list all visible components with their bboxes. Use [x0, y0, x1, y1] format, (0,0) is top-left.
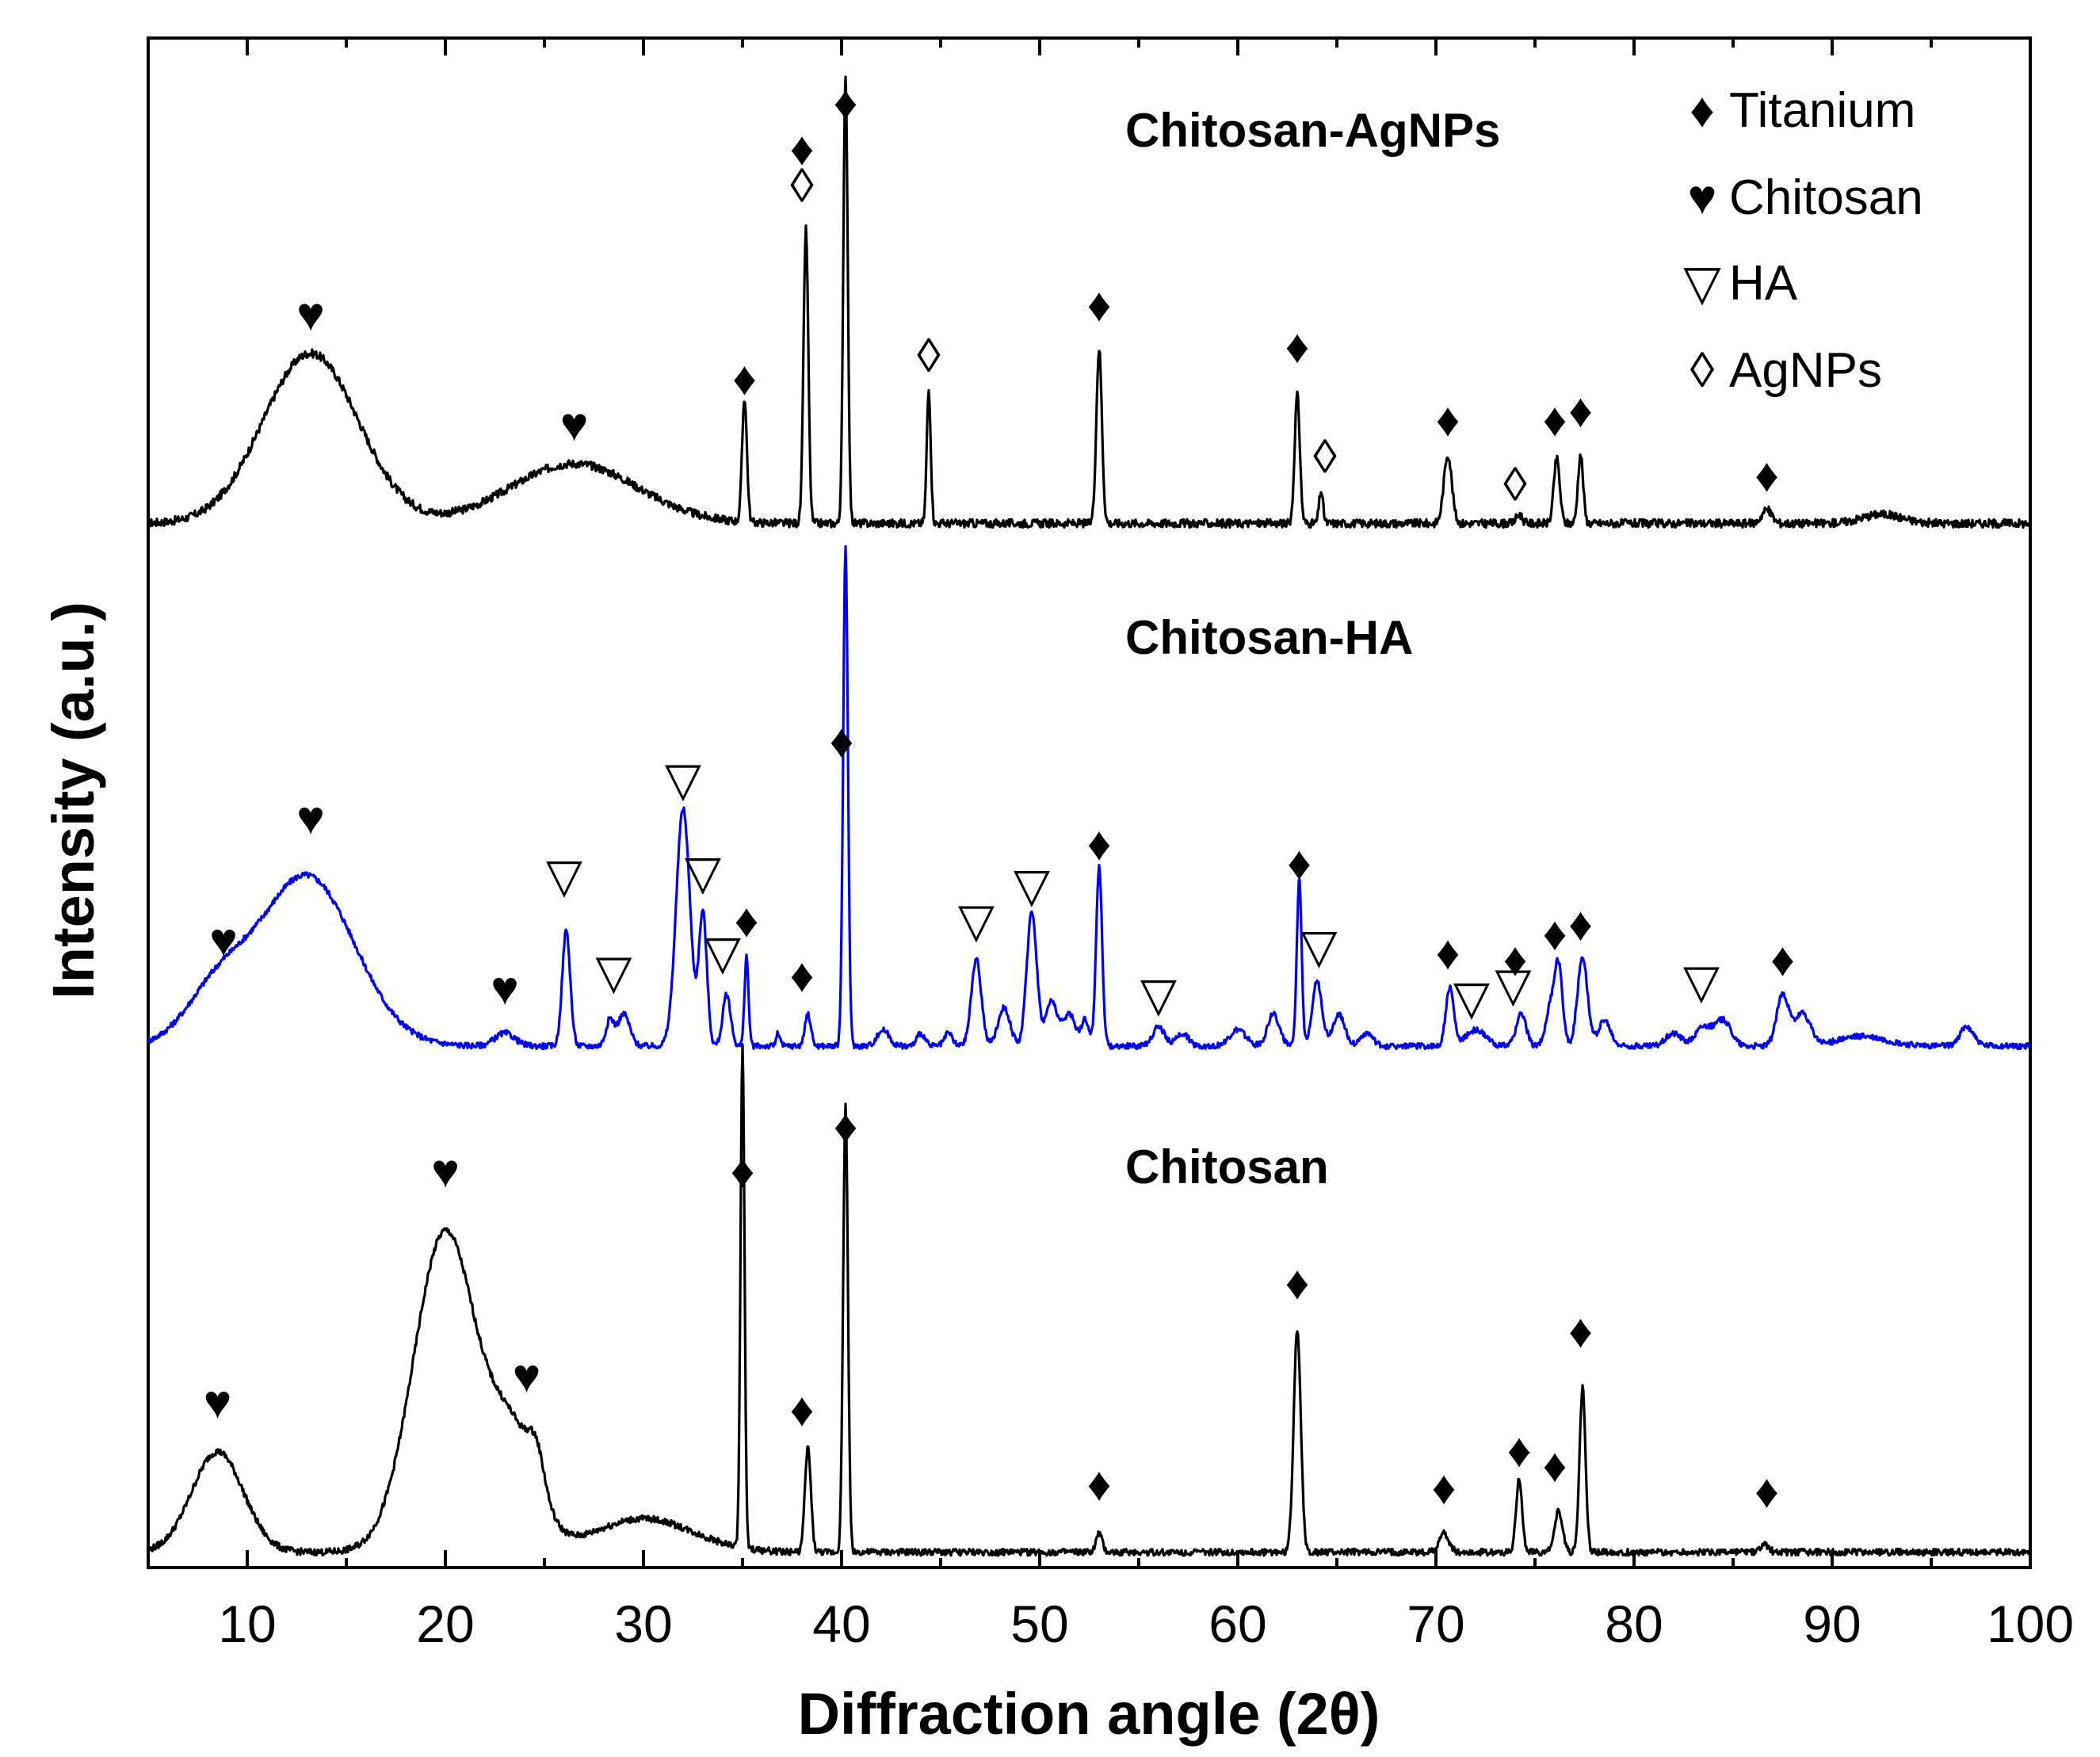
peak-marker: ♦ [1568, 897, 1593, 950]
series-label-layer: Chitosan-AgNPs Chitosan-HA Chitosan [1125, 104, 1500, 1194]
peak-marker: ▽ [1140, 968, 1177, 1021]
series-label: Chitosan [1125, 1140, 1329, 1194]
peak-marker: ♦ [1770, 933, 1795, 986]
peak-marker: ▽ [958, 894, 995, 947]
legend-symbol-agnps: ◊ [1690, 343, 1715, 398]
peak-marker: ♥ [204, 1375, 232, 1428]
peak-marker: ♦ [830, 714, 854, 767]
peak-marker: ♦ [834, 1100, 858, 1153]
peak-marker: ▽ [1014, 859, 1050, 912]
peak-marker: ♦ [1543, 393, 1567, 446]
x-axis: 10 20 30 40 50 60 70 80 90 100 [147, 38, 2074, 1653]
peak-marker: ♦ [790, 122, 815, 175]
peak-marker: ♦ [1568, 384, 1593, 437]
x-tick-label: 50 [1010, 1595, 1068, 1653]
peak-marker: ▽ [685, 846, 721, 900]
peak-marker: ♥ [431, 1144, 460, 1197]
peak-marker: ▽ [665, 753, 701, 806]
peak-marker: ♦ [1568, 1304, 1593, 1358]
peak-marker: ♦ [1436, 926, 1460, 980]
x-tick-label: 70 [1407, 1595, 1464, 1653]
x-tick-label: 60 [1208, 1595, 1266, 1653]
legend-label-agnps: AgNPs [1729, 343, 1882, 398]
peak-marker: ◊ [1313, 430, 1337, 483]
x-tick-label: 90 [1803, 1595, 1861, 1653]
peak-marker: ♦ [834, 76, 858, 129]
series-line-chitosan [147, 1043, 2031, 1557]
legend: ♦ Titanium♥ Chitosan▽ HA ◊ AgNPs [1683, 83, 1923, 398]
peak-marker: ♥ [209, 914, 238, 967]
peak-marker: ▽ [595, 945, 632, 999]
peak-marker: ♦ [1543, 1438, 1567, 1492]
series-line-chitosan-ha [147, 544, 2031, 1051]
peak-marker: ♦ [1285, 319, 1310, 372]
peak-marker: ▽ [1300, 920, 1337, 973]
peak-marker: ♦ [732, 352, 757, 405]
peak-marker: ♥ [296, 792, 325, 845]
x-tick-label: 10 [218, 1595, 276, 1653]
peak-marker: ♦ [1087, 278, 1112, 331]
x-tick-label: 80 [1605, 1595, 1663, 1653]
peak-marker: ♦ [1285, 1256, 1310, 1309]
peak-marker: ▽ [1495, 958, 1531, 1011]
x-tick-label: 100 [1987, 1595, 2074, 1653]
peak-marker: ♥ [513, 1350, 541, 1403]
peak-marker: ▽ [1453, 971, 1490, 1024]
peak-marker: ♦ [790, 1383, 815, 1436]
x-tick-label: 40 [812, 1595, 870, 1653]
peak-marker: ◊ [917, 329, 941, 382]
peak-marker: ♥ [560, 398, 589, 451]
legend-label-ha: HA [1729, 256, 1798, 311]
peak-marker: ♦ [1507, 1424, 1532, 1477]
series-line-chitosan-agnps [147, 75, 2031, 529]
peak-marker: ♦ [1287, 836, 1312, 889]
peak-marker: ♦ [1754, 449, 1779, 502]
plot-area [147, 36, 2032, 1569]
peak-marker: ♦ [1543, 907, 1567, 960]
legend-symbol-titanium: ♦ [1690, 83, 1715, 138]
peak-marker: ♦ [1754, 1465, 1779, 1518]
legend-symbol-chitosan: ♥ [1688, 170, 1717, 225]
series-label: Chitosan-AgNPs [1125, 104, 1500, 157]
peak-marker: ▽ [546, 850, 582, 903]
peak-marker: ♦ [1436, 393, 1460, 446]
peak-marker: ▽ [704, 926, 741, 980]
peak-marker: ▽ [1683, 955, 1720, 1008]
x-axis-title: Diffraction angle (2θ) [798, 1681, 1380, 1747]
peak-marker: ♦ [731, 1144, 755, 1197]
peak-marker: ♦ [790, 949, 815, 1002]
peak-marker: ◊ [1503, 457, 1527, 510]
peak-marker: ♦ [1503, 933, 1528, 986]
peak-marker: ♥ [296, 288, 325, 341]
legend-symbol-ha: ▽ [1683, 256, 1721, 311]
y-axis-title: Intensity (a.u.) [40, 602, 106, 999]
peak-marker: ◊ [790, 159, 814, 212]
marker-layer: ♥♥♦♦◊♦◊♦♦◊♦◊♦ ♦♦♥♥♥▽▽▽▽▽♦♦♦▽▽♦▽♦▽ ♦▽♦▽♦ ♦▽ ♦… [204, 76, 1795, 1518]
peak-marker: ♦ [1087, 1457, 1112, 1511]
peak-marker: ♥ [491, 961, 519, 1014]
series-label: Chitosan-HA [1125, 611, 1413, 664]
peak-marker: ♦ [735, 894, 759, 947]
series-layer [147, 75, 2031, 1557]
legend-label-titanium: Titanium [1729, 83, 1915, 138]
peak-marker: ♦ [1432, 1461, 1457, 1514]
x-tick-label: 30 [614, 1595, 672, 1653]
legend-label-chitosan: Chitosan [1729, 170, 1923, 225]
peak-marker: ♦ [1087, 817, 1112, 870]
x-tick-label: 20 [416, 1595, 474, 1653]
